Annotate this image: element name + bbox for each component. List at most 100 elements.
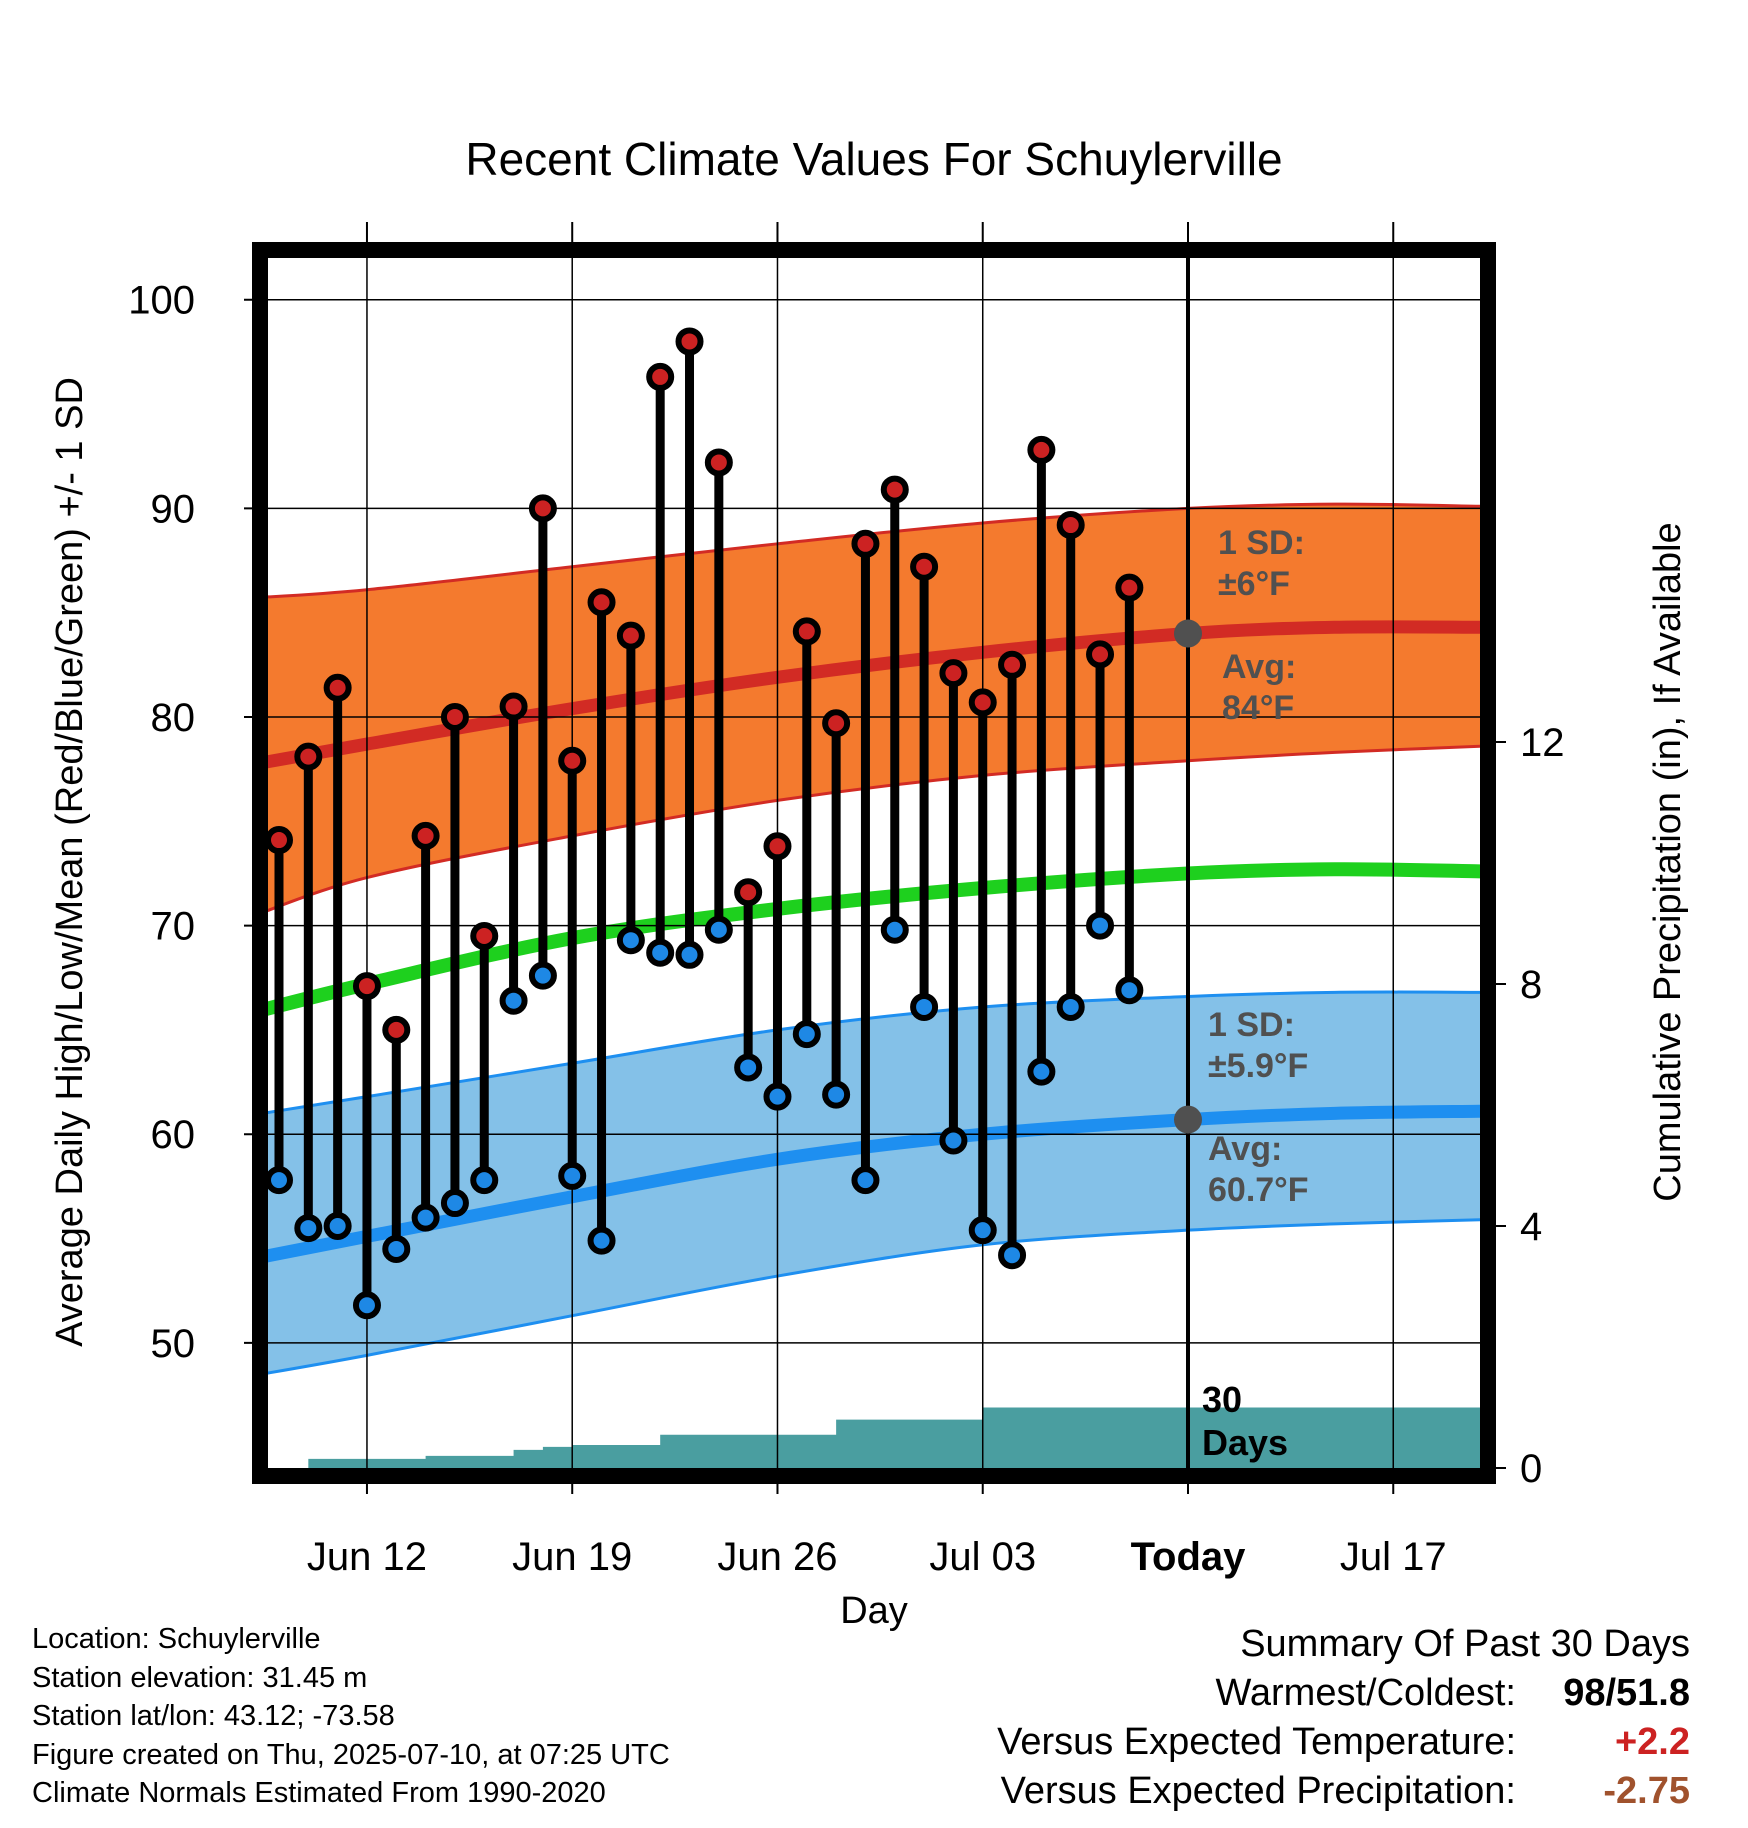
precip-value: -2.75: [1603, 1770, 1690, 1812]
high-point: [294, 742, 323, 771]
high-point: [1086, 640, 1115, 669]
latlon-text: Station lat/lon: 43.12; -73.58: [32, 1700, 395, 1732]
high-avg-annotation: Avg: 84°F: [1222, 648, 1296, 727]
low-point: [616, 926, 645, 955]
low-point: [499, 986, 528, 1015]
x-tick-label: Jul 03: [929, 1535, 1036, 1579]
y-tick-label: 100: [128, 279, 195, 323]
high-point: [411, 821, 440, 850]
high-point: [587, 588, 616, 617]
low-point: [587, 1226, 616, 1255]
chart-title: Recent Climate Values For Schuylerville: [465, 133, 1282, 185]
summary-panel: Summary Of Past 30 Days Warmest/Coldest:…: [997, 1620, 1690, 1816]
precip-label: Versus Expected Precipitation:: [1000, 1770, 1516, 1812]
x-tick-label: Jun 12: [307, 1535, 427, 1579]
high-point: [440, 702, 469, 731]
y-axis-label: Average Daily High/Low/Mean (Red/Blue/Gr…: [49, 377, 91, 1347]
high-point: [763, 832, 792, 861]
low-point: [851, 1166, 880, 1195]
y-tick-label: 50: [151, 1322, 196, 1366]
high-avg-line: [268, 620, 1480, 769]
low-point: [968, 1216, 997, 1245]
high-point: [323, 673, 352, 702]
low-point: [528, 961, 557, 990]
warm-cold-label: Warmest/Coldest:: [1215, 1672, 1516, 1714]
low-point: [558, 1161, 587, 1190]
low-point: [1027, 1057, 1056, 1086]
high-point: [558, 746, 587, 775]
high-point: [1027, 435, 1056, 464]
low-point: [704, 915, 733, 944]
low-point: [382, 1234, 411, 1263]
high-point: [704, 448, 733, 477]
low-point: [352, 1291, 381, 1320]
warm-cold-value: 98/51.8: [1540, 1669, 1690, 1718]
high-point: [998, 650, 1027, 679]
today-high-avg-marker: [1173, 619, 1202, 648]
low-point: [1086, 911, 1115, 940]
warm-cold-slash: /: [1605, 1672, 1617, 1714]
summary-title: Summary Of Past 30 Days: [1240, 1623, 1690, 1665]
high-point: [1056, 511, 1085, 540]
low-point: [1056, 992, 1085, 1021]
coldest-value: 51.8: [1616, 1672, 1690, 1714]
window-annotation: 30 Days: [1202, 1379, 1288, 1463]
high-point: [968, 688, 997, 717]
high-point: [646, 362, 675, 391]
x-tick-label: Jun 19: [512, 1535, 632, 1579]
high-point: [382, 1015, 411, 1044]
high-point: [939, 659, 968, 688]
x-tick-label: Jul 17: [1340, 1535, 1447, 1579]
today-low-avg-marker: [1173, 1105, 1202, 1134]
low-point: [268, 1166, 293, 1195]
high-point: [880, 475, 909, 504]
y2-tick-label: 0: [1520, 1447, 1542, 1491]
y-tick-label: 70: [151, 905, 196, 949]
low-point: [646, 938, 675, 967]
y2-tick-label: 12: [1520, 721, 1565, 765]
low-point: [910, 992, 939, 1021]
precip-area: [278, 1407, 1480, 1468]
high-sd-annotation: 1 SD: ±6°F: [1218, 524, 1305, 603]
high-point: [822, 709, 851, 738]
high-point: [675, 327, 704, 356]
y-tick-label: 80: [151, 696, 196, 740]
high-point: [352, 972, 381, 1001]
y2-tick-label: 8: [1520, 963, 1542, 1007]
created-text: Figure created on Thu, 2025-07-10, at 07…: [32, 1738, 670, 1771]
warmest-value: 98: [1563, 1672, 1606, 1714]
low-point: [675, 940, 704, 969]
y-tick-label: 90: [151, 487, 196, 531]
station-info: Location: Schuylerville Station elevatio…: [32, 1620, 670, 1813]
low-point: [411, 1203, 440, 1232]
low-point: [470, 1166, 499, 1195]
low-point: [822, 1080, 851, 1109]
x-axis-label: Day: [840, 1590, 908, 1632]
low-point: [440, 1189, 469, 1218]
y-tick-label: 60: [151, 1113, 196, 1157]
high-upper-edge: [268, 502, 1480, 599]
warm-cold-row: Warmest/Coldest: 98/51.8: [997, 1669, 1690, 1718]
high-point: [268, 826, 293, 855]
temp-row: Versus Expected Temperature: +2.2: [997, 1718, 1690, 1767]
elevation-text: Station elevation: 31.45 m: [32, 1661, 368, 1694]
high-point: [734, 878, 763, 907]
low-point: [323, 1212, 352, 1240]
low-point: [1115, 976, 1144, 1005]
temp-value: +2.2: [1614, 1721, 1690, 1763]
location-text: Location: Schuylerville: [32, 1623, 321, 1655]
low-point: [939, 1126, 968, 1155]
temp-label: Versus Expected Temperature:: [997, 1721, 1516, 1763]
low-point: [734, 1053, 763, 1082]
low-avg-annotation: Avg: 60.7°F: [1208, 1130, 1309, 1209]
low-point: [998, 1241, 1027, 1270]
high-point: [851, 529, 880, 558]
low-point: [763, 1082, 792, 1111]
high-point: [910, 552, 939, 581]
low-sd-annotation: 1 SD: ±5.9°F: [1208, 1006, 1308, 1085]
high-lower-edge: [268, 744, 1480, 913]
high-point: [528, 494, 557, 523]
x-tick-label: Jun 26: [717, 1535, 837, 1579]
precip-row: Versus Expected Precipitation: -2.75: [997, 1767, 1690, 1816]
